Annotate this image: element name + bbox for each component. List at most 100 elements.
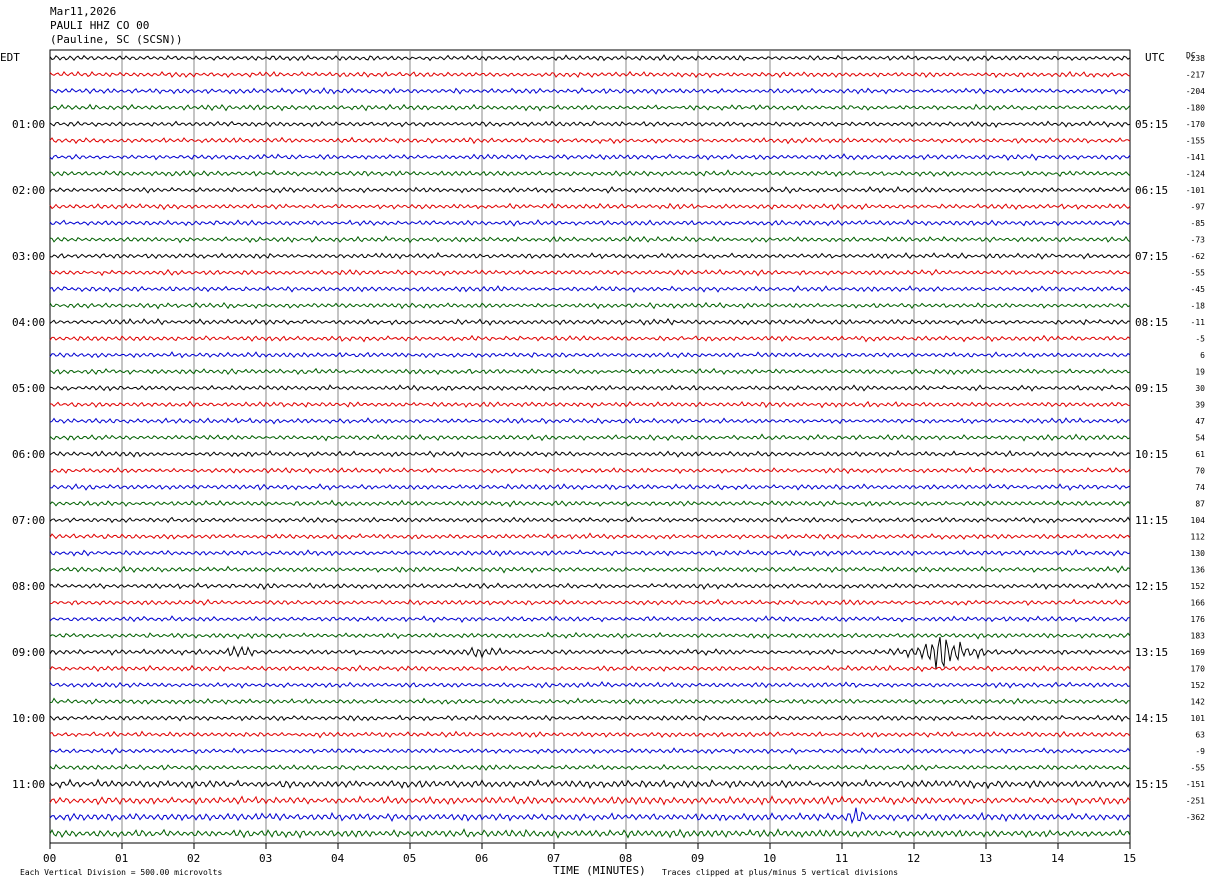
edt-hour-10:00: 10:00 [12, 712, 45, 725]
dc-offset-23: 54 [1195, 434, 1205, 443]
x-tick-09: 09 [691, 852, 704, 865]
trace-16 [49, 318, 1131, 326]
trace-32 [49, 582, 1131, 591]
trace-44 [49, 778, 1131, 790]
dc-offset-14: -45 [1191, 285, 1206, 294]
dc-offset-5: -155 [1186, 137, 1205, 146]
x-tick-02: 02 [187, 852, 200, 865]
dc-offset-37: 170 [1191, 665, 1206, 674]
dc-offset-13: -55 [1191, 269, 1206, 278]
edt-hour-06:00: 06:00 [12, 448, 45, 461]
trace-9 [49, 202, 1131, 211]
trace-24 [49, 449, 1131, 458]
dc-offset-33: 166 [1191, 599, 1206, 608]
trace-40 [49, 714, 1131, 722]
trace-31 [49, 565, 1131, 574]
x-tick-15: 15 [1123, 852, 1136, 865]
utc-hour-09:15: 09:15 [1135, 382, 1168, 395]
trace-0 [49, 54, 1131, 62]
trace-47 [49, 828, 1131, 839]
trace-25 [49, 466, 1131, 475]
dc-offset-40: 101 [1191, 714, 1206, 723]
trace-8 [49, 185, 1131, 194]
trace-37 [49, 664, 1131, 673]
scale-note: Each Vertical Division = 500.00 microvol… [20, 868, 222, 877]
dc-offset-38: 152 [1191, 681, 1206, 690]
dc-offset-4: -170 [1186, 120, 1205, 129]
edt-hour-02:00: 02:00 [12, 184, 45, 197]
dc-offset-44: -151 [1186, 780, 1205, 789]
trace-42 [49, 747, 1131, 755]
dc-offset-16: -11 [1191, 318, 1206, 327]
trace-14 [49, 285, 1131, 293]
trace-19 [49, 367, 1131, 376]
dc-offset-34: 176 [1191, 615, 1206, 624]
dc-offset-19: 19 [1195, 368, 1205, 377]
trace-23 [49, 433, 1131, 442]
dc-offset-17: -5 [1195, 335, 1205, 344]
dc-offset-29: 112 [1191, 533, 1206, 542]
dc-offset-1: -217 [1186, 71, 1205, 80]
edt-hour-08:00: 08:00 [12, 580, 45, 593]
edt-hour-11:00: 11:00 [12, 778, 45, 791]
utc-hour-14:15: 14:15 [1135, 712, 1168, 725]
edt-hour-03:00: 03:00 [12, 250, 45, 263]
dc-offset-39: 142 [1191, 698, 1206, 707]
utc-hour-05:15: 05:15 [1135, 118, 1168, 131]
plot-frame [49, 49, 1131, 844]
dc-offset-9: -97 [1191, 203, 1206, 212]
utc-hour-15:15: 15:15 [1135, 778, 1168, 791]
x-tick-labels: 00 01 02 03 04 05 06 07 08 09 10 11 12 13 14 15 [43, 843, 1136, 865]
trace-13 [49, 268, 1131, 277]
station-code: PAULI HHZ CO 00 [50, 19, 150, 32]
trace-2 [49, 87, 1131, 95]
trace-18 [49, 351, 1131, 359]
seismic-traces [49, 54, 1131, 839]
trace-33 [49, 598, 1131, 607]
dc-offset-46: -362 [1186, 813, 1205, 822]
trace-30 [49, 549, 1131, 557]
edt-hour-labels: 01:00 02:00 03:00 04:00 05:00 06:00 07:00 08:00… [12, 118, 45, 791]
dc-offset-36: 169 [1191, 648, 1206, 657]
utc-hour-10:15: 10:15 [1135, 448, 1168, 461]
dc-offset-43: -55 [1191, 764, 1206, 773]
edt-hour-04:00: 04:00 [12, 316, 45, 329]
trace-4 [49, 120, 1131, 128]
dc-offset-10: -85 [1191, 219, 1206, 228]
trace-22 [49, 417, 1131, 425]
edt-label: EDT [0, 51, 20, 64]
dc-offset-3: -180 [1186, 104, 1205, 113]
x-tick-01: 01 [115, 852, 128, 865]
x-tick-04: 04 [331, 852, 345, 865]
dc-offset-21: 39 [1195, 401, 1205, 410]
dc-offset-18: 6 [1200, 351, 1205, 360]
utc-label: UTC [1145, 51, 1165, 64]
utc-hour-08:15: 08:15 [1135, 316, 1168, 329]
trace-12 [49, 252, 1131, 260]
dc-offset-28: 104 [1191, 516, 1206, 525]
dc-offset-30: 130 [1191, 549, 1206, 558]
dc-offset-45: -251 [1186, 797, 1205, 806]
plot-date: Mar11,2026 [50, 5, 117, 18]
trace-21 [49, 400, 1131, 409]
utc-hour-labels: 05:15 06:15 07:15 08:15 09:15 10:15 11:15 12:15… [1135, 118, 1168, 791]
utc-hour-13:15: 13:15 [1135, 646, 1168, 659]
dc-offset-8: -101 [1186, 186, 1205, 195]
dc-offset-22: 47 [1195, 417, 1205, 426]
x-tick-05: 05 [403, 852, 416, 865]
clip-note: Traces clipped at plus/minus 5 vertical … [662, 868, 898, 877]
dc-offset-26: 74 [1195, 483, 1205, 492]
x-tick-07: 07 [547, 852, 560, 865]
x-tick-13: 13 [979, 852, 992, 865]
utc-hour-11:15: 11:15 [1135, 514, 1168, 527]
dc-label: DC [1186, 51, 1196, 60]
trace-43 [49, 763, 1131, 771]
edt-hour-07:00: 07:00 [12, 514, 45, 527]
dc-offset-27: 87 [1195, 500, 1205, 509]
dc-offset-31: 136 [1191, 566, 1206, 575]
x-tick-10: 10 [763, 852, 776, 865]
dc-offset-2: -204 [1186, 87, 1205, 96]
trace-38 [49, 681, 1131, 689]
dc-offset-24: 61 [1195, 450, 1205, 459]
